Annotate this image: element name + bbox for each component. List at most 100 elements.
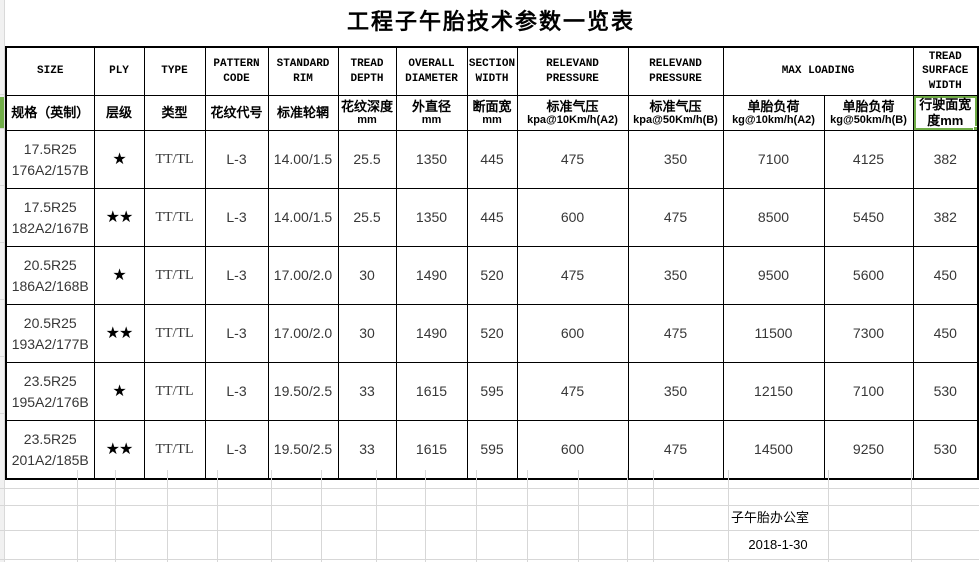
cell-type[interactable]: TT/TL <box>143 130 206 189</box>
cell-pressure-b[interactable]: 350 <box>627 130 724 189</box>
cn-header-pressure-b[interactable]: 标准气压 kpa@50Km/h(B) <box>627 95 724 131</box>
cell-load-a2[interactable]: 9500 <box>722 246 825 305</box>
cell-tread-depth[interactable]: 25.5 <box>337 188 397 247</box>
fill-handle[interactable] <box>973 126 977 130</box>
cell-rim[interactable]: 17.00/2.0 <box>267 304 339 363</box>
col-header-tread-surface-width[interactable]: TREAD SURFACE WIDTH <box>912 46 979 96</box>
cell-load-a2[interactable]: 11500 <box>722 304 825 363</box>
cell-section-width[interactable]: 595 <box>466 362 518 421</box>
cell-type[interactable]: TT/TL <box>143 246 206 305</box>
cell-pressure-b[interactable]: 475 <box>627 188 724 247</box>
cn-header-load-a2[interactable]: 单胎负荷 kg@10km/h(A2) <box>722 95 825 131</box>
cell-load-a2[interactable]: 14500 <box>722 420 825 480</box>
cell-tread-depth[interactable]: 25.5 <box>337 130 397 189</box>
cell-tread-surface[interactable]: 530 <box>912 420 979 480</box>
cell-tread-surface[interactable]: 450 <box>912 304 979 363</box>
date-cell[interactable]: 2018-1-30 <box>748 537 808 552</box>
cell-pattern[interactable]: L-3 <box>204 246 269 305</box>
cell-type[interactable]: TT/TL <box>143 420 206 480</box>
cell-size[interactable]: 20.5R25 193A2/177B <box>5 304 95 363</box>
cell-pattern[interactable]: L-3 <box>204 420 269 480</box>
cell-pattern[interactable]: L-3 <box>204 188 269 247</box>
cn-header-ply[interactable]: 层级 <box>93 95 145 131</box>
cn-header-section-width[interactable]: 断面宽 mm <box>466 95 518 131</box>
col-header-section-width[interactable]: SECTION WIDTH <box>466 46 518 96</box>
col-header-standard-rim[interactable]: STANDARD RIM <box>267 46 339 96</box>
cn-header-type[interactable]: 类型 <box>143 95 206 131</box>
col-header-overall-diameter[interactable]: OVERALL DIAMETER <box>395 46 468 96</box>
cell-ply-stars[interactable]: ★ <box>93 246 145 305</box>
cell-section-width[interactable]: 520 <box>466 246 518 305</box>
cell-tread-surface[interactable]: 382 <box>912 130 979 189</box>
cell-load-b[interactable]: 4125 <box>823 130 914 189</box>
cell-pattern[interactable]: L-3 <box>204 130 269 189</box>
cell-ply-stars[interactable]: ★★ <box>93 188 145 247</box>
col-header-ply[interactable]: PLY <box>93 46 145 96</box>
cn-header-overall-diameter[interactable]: 外直径 mm <box>395 95 468 131</box>
cn-header-pressure-a2[interactable]: 标准气压 kpa@10Km/h(A2) <box>516 95 629 131</box>
cell-load-b[interactable]: 7300 <box>823 304 914 363</box>
cell-size[interactable]: 20.5R25 186A2/168B <box>5 246 95 305</box>
selected-cell-tread-surface-width[interactable]: 行驶面宽度mm <box>912 95 979 131</box>
cell-type[interactable]: TT/TL <box>143 188 206 247</box>
cell-pattern[interactable]: L-3 <box>204 362 269 421</box>
cell-load-b[interactable]: 7100 <box>823 362 914 421</box>
office-cell[interactable]: 子午胎办公室 <box>731 510 810 525</box>
cell-tread-depth[interactable]: 33 <box>337 362 397 421</box>
col-header-relevand-pressure-a2[interactable]: RELEVAND PRESSURE <box>516 46 629 96</box>
cell-tread-surface[interactable]: 450 <box>912 246 979 305</box>
cell-type[interactable]: TT/TL <box>143 304 206 363</box>
cell-load-a2[interactable]: 12150 <box>722 362 825 421</box>
cell-tread-depth[interactable]: 30 <box>337 304 397 363</box>
cell-diameter[interactable]: 1350 <box>395 130 468 189</box>
cell-pressure-b[interactable]: 350 <box>627 246 724 305</box>
col-header-size[interactable]: SIZE <box>5 46 95 96</box>
cell-diameter[interactable]: 1490 <box>395 246 468 305</box>
cell-load-a2[interactable]: 7100 <box>722 130 825 189</box>
cell-section-width[interactable]: 520 <box>466 304 518 363</box>
cell-pressure-a2[interactable]: 475 <box>516 130 629 189</box>
cell-section-width[interactable]: 595 <box>466 420 518 480</box>
col-header-pattern-code[interactable]: PATTERN CODE <box>204 46 269 96</box>
cell-load-b[interactable]: 9250 <box>823 420 914 480</box>
cell-ply-stars[interactable]: ★ <box>93 362 145 421</box>
cell-pressure-b[interactable]: 475 <box>627 304 724 363</box>
cell-pressure-a2[interactable]: 600 <box>516 304 629 363</box>
cn-header-pattern-code[interactable]: 花纹代号 <box>204 95 269 131</box>
cell-pressure-a2[interactable]: 600 <box>516 188 629 247</box>
cell-diameter[interactable]: 1490 <box>395 304 468 363</box>
cell-load-b[interactable]: 5450 <box>823 188 914 247</box>
cell-rim[interactable]: 17.00/2.0 <box>267 246 339 305</box>
cell-diameter[interactable]: 1615 <box>395 362 468 421</box>
cell-rim[interactable]: 19.50/2.5 <box>267 420 339 480</box>
cell-rim[interactable]: 14.00/1.5 <box>267 188 339 247</box>
cell-pressure-a2[interactable]: 600 <box>516 420 629 480</box>
cell-diameter[interactable]: 1350 <box>395 188 468 247</box>
cell-ply-stars[interactable]: ★★ <box>93 420 145 480</box>
cell-ply-stars[interactable]: ★★ <box>93 304 145 363</box>
cn-header-standard-rim[interactable]: 标准轮辋 <box>267 95 339 131</box>
cell-pressure-b[interactable]: 350 <box>627 362 724 421</box>
cell-pressure-b[interactable]: 475 <box>627 420 724 480</box>
cn-header-load-b[interactable]: 单胎负荷 kg@50km/h(B) <box>823 95 914 131</box>
col-header-max-loading[interactable]: MAX LOADING <box>722 46 914 96</box>
col-header-tread-depth[interactable]: TREAD DEPTH <box>337 46 397 96</box>
cell-tread-depth[interactable]: 30 <box>337 246 397 305</box>
cell-rim[interactable]: 14.00/1.5 <box>267 130 339 189</box>
cell-size[interactable]: 17.5R25 182A2/167B <box>5 188 95 247</box>
cell-tread-surface[interactable]: 382 <box>912 188 979 247</box>
cell-load-a2[interactable]: 8500 <box>722 188 825 247</box>
cell-pressure-a2[interactable]: 475 <box>516 362 629 421</box>
cell-tread-surface[interactable]: 530 <box>912 362 979 421</box>
cell-pressure-a2[interactable]: 475 <box>516 246 629 305</box>
col-header-relevand-pressure-b[interactable]: RELEVAND PRESSURE <box>627 46 724 96</box>
cell-type[interactable]: TT/TL <box>143 362 206 421</box>
cell-tread-depth[interactable]: 33 <box>337 420 397 480</box>
cell-size[interactable]: 17.5R25 176A2/157B <box>5 130 95 189</box>
cell-load-b[interactable]: 5600 <box>823 246 914 305</box>
cell-size[interactable]: 23.5R25 201A2/185B <box>5 420 95 480</box>
col-header-type[interactable]: TYPE <box>143 46 206 96</box>
cell-size[interactable]: 23.5R25 195A2/176B <box>5 362 95 421</box>
cn-header-tread-depth[interactable]: 花纹深度 mm <box>337 95 397 131</box>
cell-diameter[interactable]: 1615 <box>395 420 468 480</box>
